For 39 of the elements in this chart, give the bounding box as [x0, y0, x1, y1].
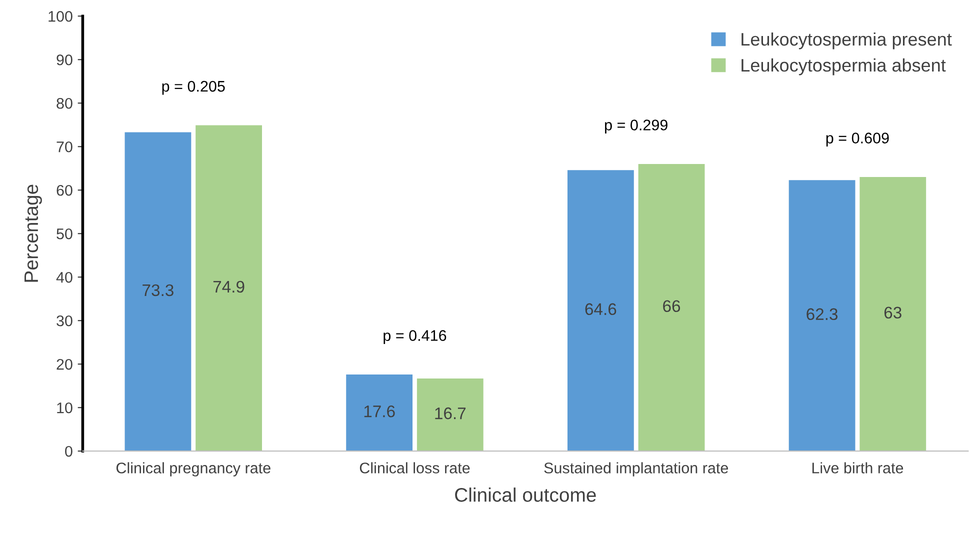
annotation: p = 0.609 [826, 132, 889, 146]
legend-label: Leukocytospermia absent [742, 58, 946, 76]
annotation: p = 0.299 [605, 120, 668, 134]
y-tick-label: 80 [56, 98, 72, 109]
y-tick-label: 10 [57, 402, 72, 414]
y-tick-label: 50 [56, 228, 72, 240]
y-tick-label: 0 [65, 446, 72, 457]
x-tick-label: Live birth rate [812, 462, 904, 474]
bar [567, 170, 634, 452]
bar [860, 177, 926, 452]
bar [638, 164, 705, 452]
y-tick-label: 40 [56, 272, 72, 283]
legend-label: Leukocytospermia present [742, 32, 952, 50]
annotation: p = 0.205 [162, 80, 225, 95]
y-tick-label: 70 [56, 141, 72, 152]
y-axis-title: Percentage [24, 184, 42, 282]
y-tick-label: 100 [48, 10, 72, 22]
data-label: 66 [663, 300, 680, 312]
annotation: p = 0.416 [384, 330, 446, 344]
bar [788, 180, 856, 452]
data-label: 63 [884, 306, 902, 319]
bar [416, 378, 484, 452]
data-label: 74.9 [213, 280, 244, 293]
data-label: 64.6 [585, 303, 616, 316]
y-tick-label: 60 [56, 184, 72, 196]
y-tick-label: 90 [56, 54, 72, 66]
data-label: 16.7 [435, 407, 466, 420]
bar [196, 125, 262, 452]
x-axis-title: Clinical outcome [455, 488, 596, 502]
data-label: 17.6 [364, 405, 395, 418]
x-tick-label: Sustained implantation rate [544, 462, 728, 476]
y-tick-label: 30 [56, 315, 72, 326]
bar [346, 374, 413, 452]
x-tick-label: Clinical loss rate [360, 462, 470, 474]
y-tick-label: 20 [56, 358, 72, 370]
x-tick-label: Clinical pregnancy rate [116, 462, 270, 476]
bar [124, 132, 192, 452]
data-label: 73.3 [142, 284, 174, 296]
data-label: 62.3 [806, 308, 838, 320]
